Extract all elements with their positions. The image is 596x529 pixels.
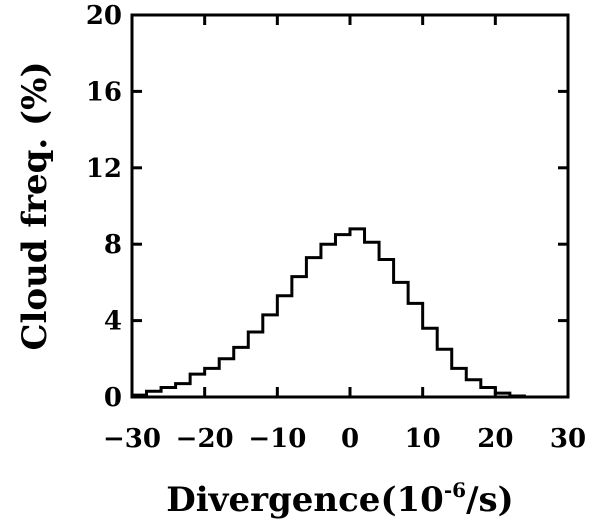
y-tick-label: 0 <box>104 383 122 413</box>
histogram-outline <box>132 227 568 399</box>
histogram-bin <box>248 332 263 397</box>
histogram-bin <box>408 303 423 397</box>
histogram-bin <box>205 368 220 397</box>
x-axis-title-unit: /s) <box>466 480 514 520</box>
histogram-bin <box>263 315 278 397</box>
y-axis-title: Cloud freq. (%) <box>15 61 55 350</box>
histogram-bin <box>335 235 350 397</box>
y-tick-label: 4 <box>104 307 122 337</box>
histogram-bin <box>306 258 321 397</box>
x-tick-label: −10 <box>248 424 306 454</box>
x-axis-title-main: Divergence(10 <box>166 480 444 520</box>
histogram-bin <box>365 242 380 397</box>
x-tick-label: 30 <box>550 424 586 454</box>
histogram-bin <box>394 282 409 397</box>
histogram-bin <box>379 259 394 397</box>
histogram-bin <box>350 229 365 397</box>
x-tick-label: 0 <box>341 424 359 454</box>
y-tick-label: 16 <box>86 77 122 107</box>
histogram-bin <box>437 349 452 397</box>
histogram-bin <box>423 328 438 397</box>
y-tick-label: 20 <box>86 1 122 31</box>
x-tick-label: −30 <box>103 424 161 454</box>
plot-frame <box>130 13 570 399</box>
histogram-bin <box>190 374 205 397</box>
histogram-bin <box>219 359 234 397</box>
x-tick-label: 10 <box>405 424 441 454</box>
y-tick-label: 8 <box>104 230 122 260</box>
histogram-bin <box>277 296 292 397</box>
x-tick-label: −20 <box>176 424 234 454</box>
y-tick-label: 12 <box>86 154 122 184</box>
x-tick-label: 20 <box>477 424 513 454</box>
histogram-bin <box>292 277 307 397</box>
histogram-bin <box>234 347 249 397</box>
y-ticks: 0 4 8 12 16 20 <box>86 1 568 413</box>
histogram-bin <box>176 384 191 397</box>
x-ticks: −30 −20 −10 0 10 20 30 <box>103 15 586 454</box>
x-axis-title: Divergence(10-6/s) <box>166 478 513 520</box>
x-axis-title-exponent: -6 <box>444 478 466 502</box>
histogram-bin <box>466 380 481 397</box>
histogram-bin <box>321 244 336 397</box>
histogram-bin <box>452 368 467 397</box>
